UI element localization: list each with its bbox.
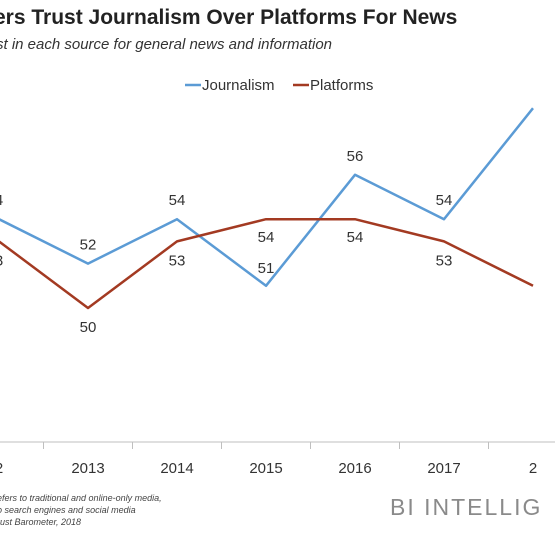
- x-tick-label: 2: [529, 460, 537, 477]
- data-label-platforms: 53: [436, 252, 453, 269]
- data-label-journalism: 56: [347, 148, 364, 165]
- data-label-platforms: 53: [169, 252, 186, 269]
- chart-title: ers Trust Journalism Over Platforms For …: [0, 6, 458, 29]
- brand-logo-text: BI INTELLIG: [390, 494, 543, 520]
- data-label-platforms: 50: [80, 319, 97, 336]
- data-labels: 4 52 54 51 56 54 3 50 53 54 54 53: [0, 148, 452, 336]
- series-line-platforms: [0, 217, 534, 310]
- data-label-platforms: 54: [258, 229, 275, 246]
- data-label-platforms: 3: [0, 252, 3, 269]
- footnote: efers to traditional and online-only med…: [0, 492, 162, 528]
- chart-subtitle: st in each source for general news and i…: [0, 36, 333, 53]
- footnote-line-3: rust Barometer, 2018: [0, 517, 82, 527]
- legend: Journalism Platforms: [185, 77, 373, 94]
- footnote-line-2: o search engines and social media: [0, 505, 136, 515]
- x-tick-label: 2014: [160, 460, 193, 477]
- x-tick-label: 2015: [249, 460, 282, 477]
- series-group: [0, 107, 534, 310]
- x-axis-ticks: 2 2013 2014 2015 2016 2017 2: [0, 442, 537, 477]
- data-label-journalism: 4: [0, 192, 3, 209]
- x-tick-label: 2017: [427, 460, 460, 477]
- data-label-platforms: 54: [347, 229, 364, 246]
- data-label-journalism: 52: [80, 237, 97, 254]
- footnote-line-1: efers to traditional and online-only med…: [0, 493, 162, 503]
- legend-label-journalism: Journalism: [202, 77, 275, 94]
- data-label-journalism: 54: [436, 192, 453, 209]
- x-tick-label: 2016: [338, 460, 371, 477]
- data-label-journalism: 51: [258, 260, 275, 277]
- x-tick-label: 2: [0, 460, 3, 477]
- data-label-journalism: 54: [169, 192, 186, 209]
- x-tick-label: 2013: [71, 460, 104, 477]
- legend-label-platforms: Platforms: [310, 77, 373, 94]
- series-line-journalism: [0, 107, 534, 288]
